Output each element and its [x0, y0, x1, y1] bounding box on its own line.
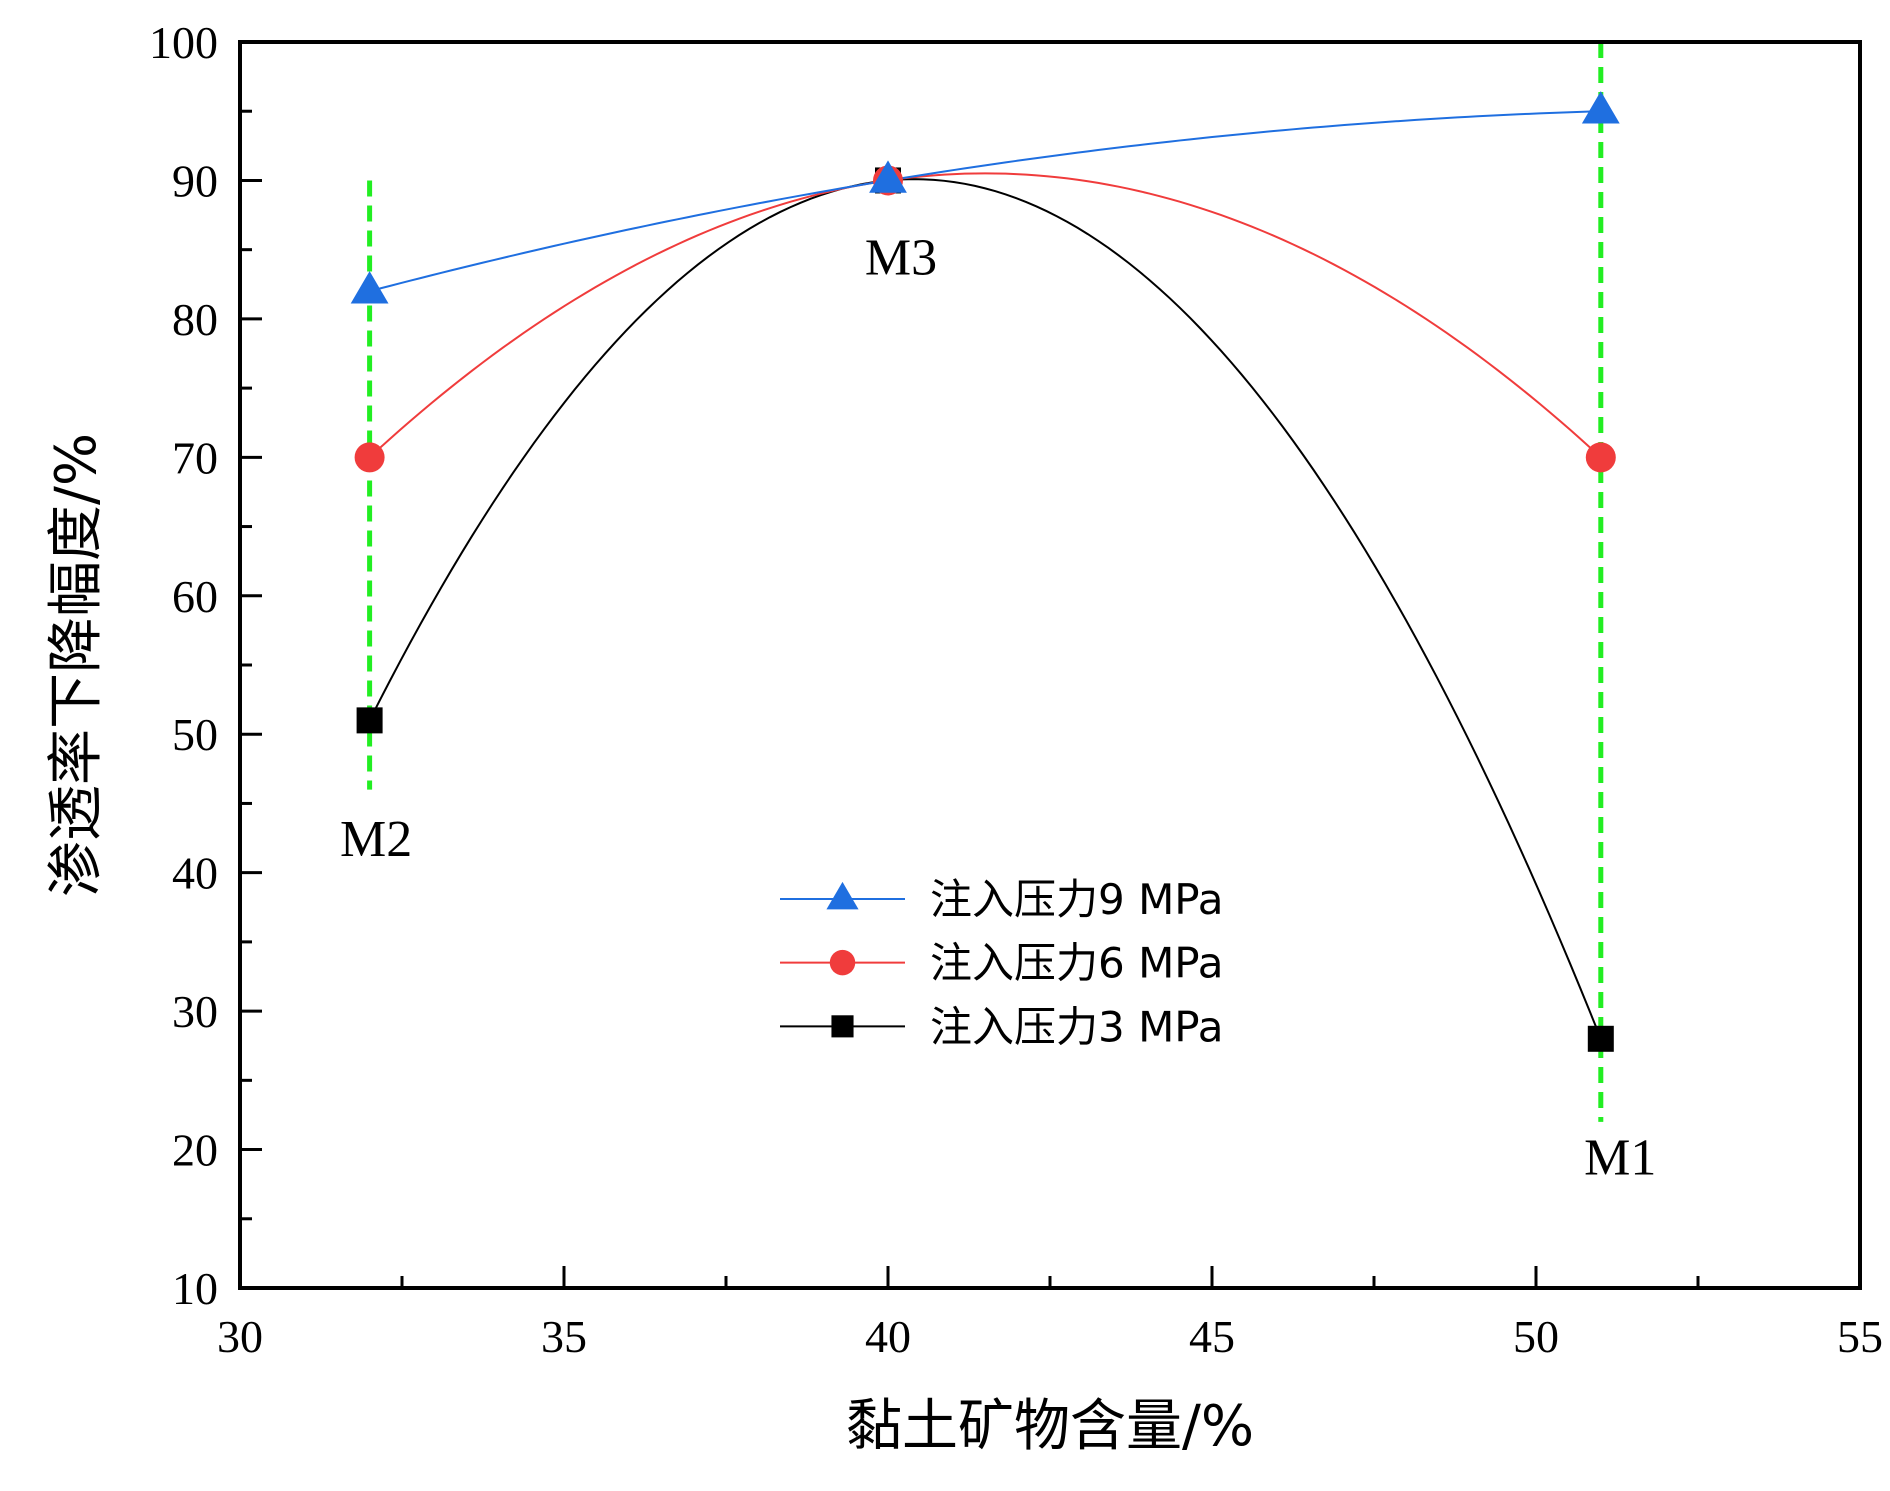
- y-tick-label: 90: [172, 155, 218, 206]
- y-tick-label: 10: [172, 1263, 218, 1314]
- data-point-2-3: [1585, 442, 1616, 473]
- legend-marker-2: [829, 949, 856, 976]
- annotation-label: M2: [340, 811, 412, 868]
- x-axis-title: 黏土矿物含量/%: [846, 1394, 1254, 1459]
- x-tick-label: 45: [1189, 1311, 1235, 1362]
- data-point-1-3: [1587, 1025, 1614, 1052]
- legend-label-3: 注入压力9 MPa: [930, 875, 1224, 924]
- series-line-3: [369, 110, 1601, 293]
- annotation-label: M3: [865, 230, 937, 287]
- series-markers: [350, 91, 1620, 1052]
- x-tick-label: 55: [1837, 1311, 1883, 1362]
- legend-marker-3: [826, 881, 859, 910]
- legend: 注入压力3 MPa 注入压力6 MPa 注入压力9 MPa: [780, 875, 1224, 1051]
- plot-frame: [238, 40, 1862, 1290]
- y-tick-label: 80: [172, 294, 218, 345]
- axis-tick-labels: 30 35 40 45 50 55 10 20 30 40 50 60 70 80 90 100: [149, 17, 1883, 1362]
- y-tick-label: 60: [172, 571, 218, 622]
- series-curves: [368, 110, 1602, 1040]
- y-tick-label: 70: [172, 432, 218, 483]
- x-tick-label: 35: [541, 1311, 587, 1362]
- legend-label-1: 注入压力3 MPa: [930, 1002, 1224, 1051]
- data-point-3-2: [869, 160, 907, 193]
- legend-marker-1: [831, 1015, 854, 1038]
- data-point-2-1: [354, 442, 385, 473]
- y-tick-label: 30: [172, 986, 218, 1037]
- axis-ticks: [238, 40, 1862, 1290]
- x-tick-label: 30: [217, 1311, 263, 1362]
- series-line-2: [368, 172, 1602, 459]
- y-axis-title: 渗透率下降幅度/%: [44, 433, 109, 897]
- y-tick-label: 20: [172, 1125, 218, 1176]
- annotations: M2 M3 M1: [340, 230, 1656, 1187]
- y-tick-label: 40: [172, 848, 218, 899]
- x-tick-label: 40: [865, 1311, 911, 1362]
- y-tick-label: 50: [172, 709, 218, 760]
- y-tick-label: 100: [149, 17, 218, 68]
- legend-label-2: 注入压力6 MPa: [930, 939, 1224, 988]
- series-line-1: [368, 178, 1602, 1040]
- data-point-3-1: [350, 271, 389, 304]
- x-tick-label: 50: [1513, 1311, 1559, 1362]
- annotation-label: M1: [1584, 1129, 1656, 1186]
- data-point-3-3: [1581, 91, 1620, 124]
- data-point-1-1: [356, 707, 383, 734]
